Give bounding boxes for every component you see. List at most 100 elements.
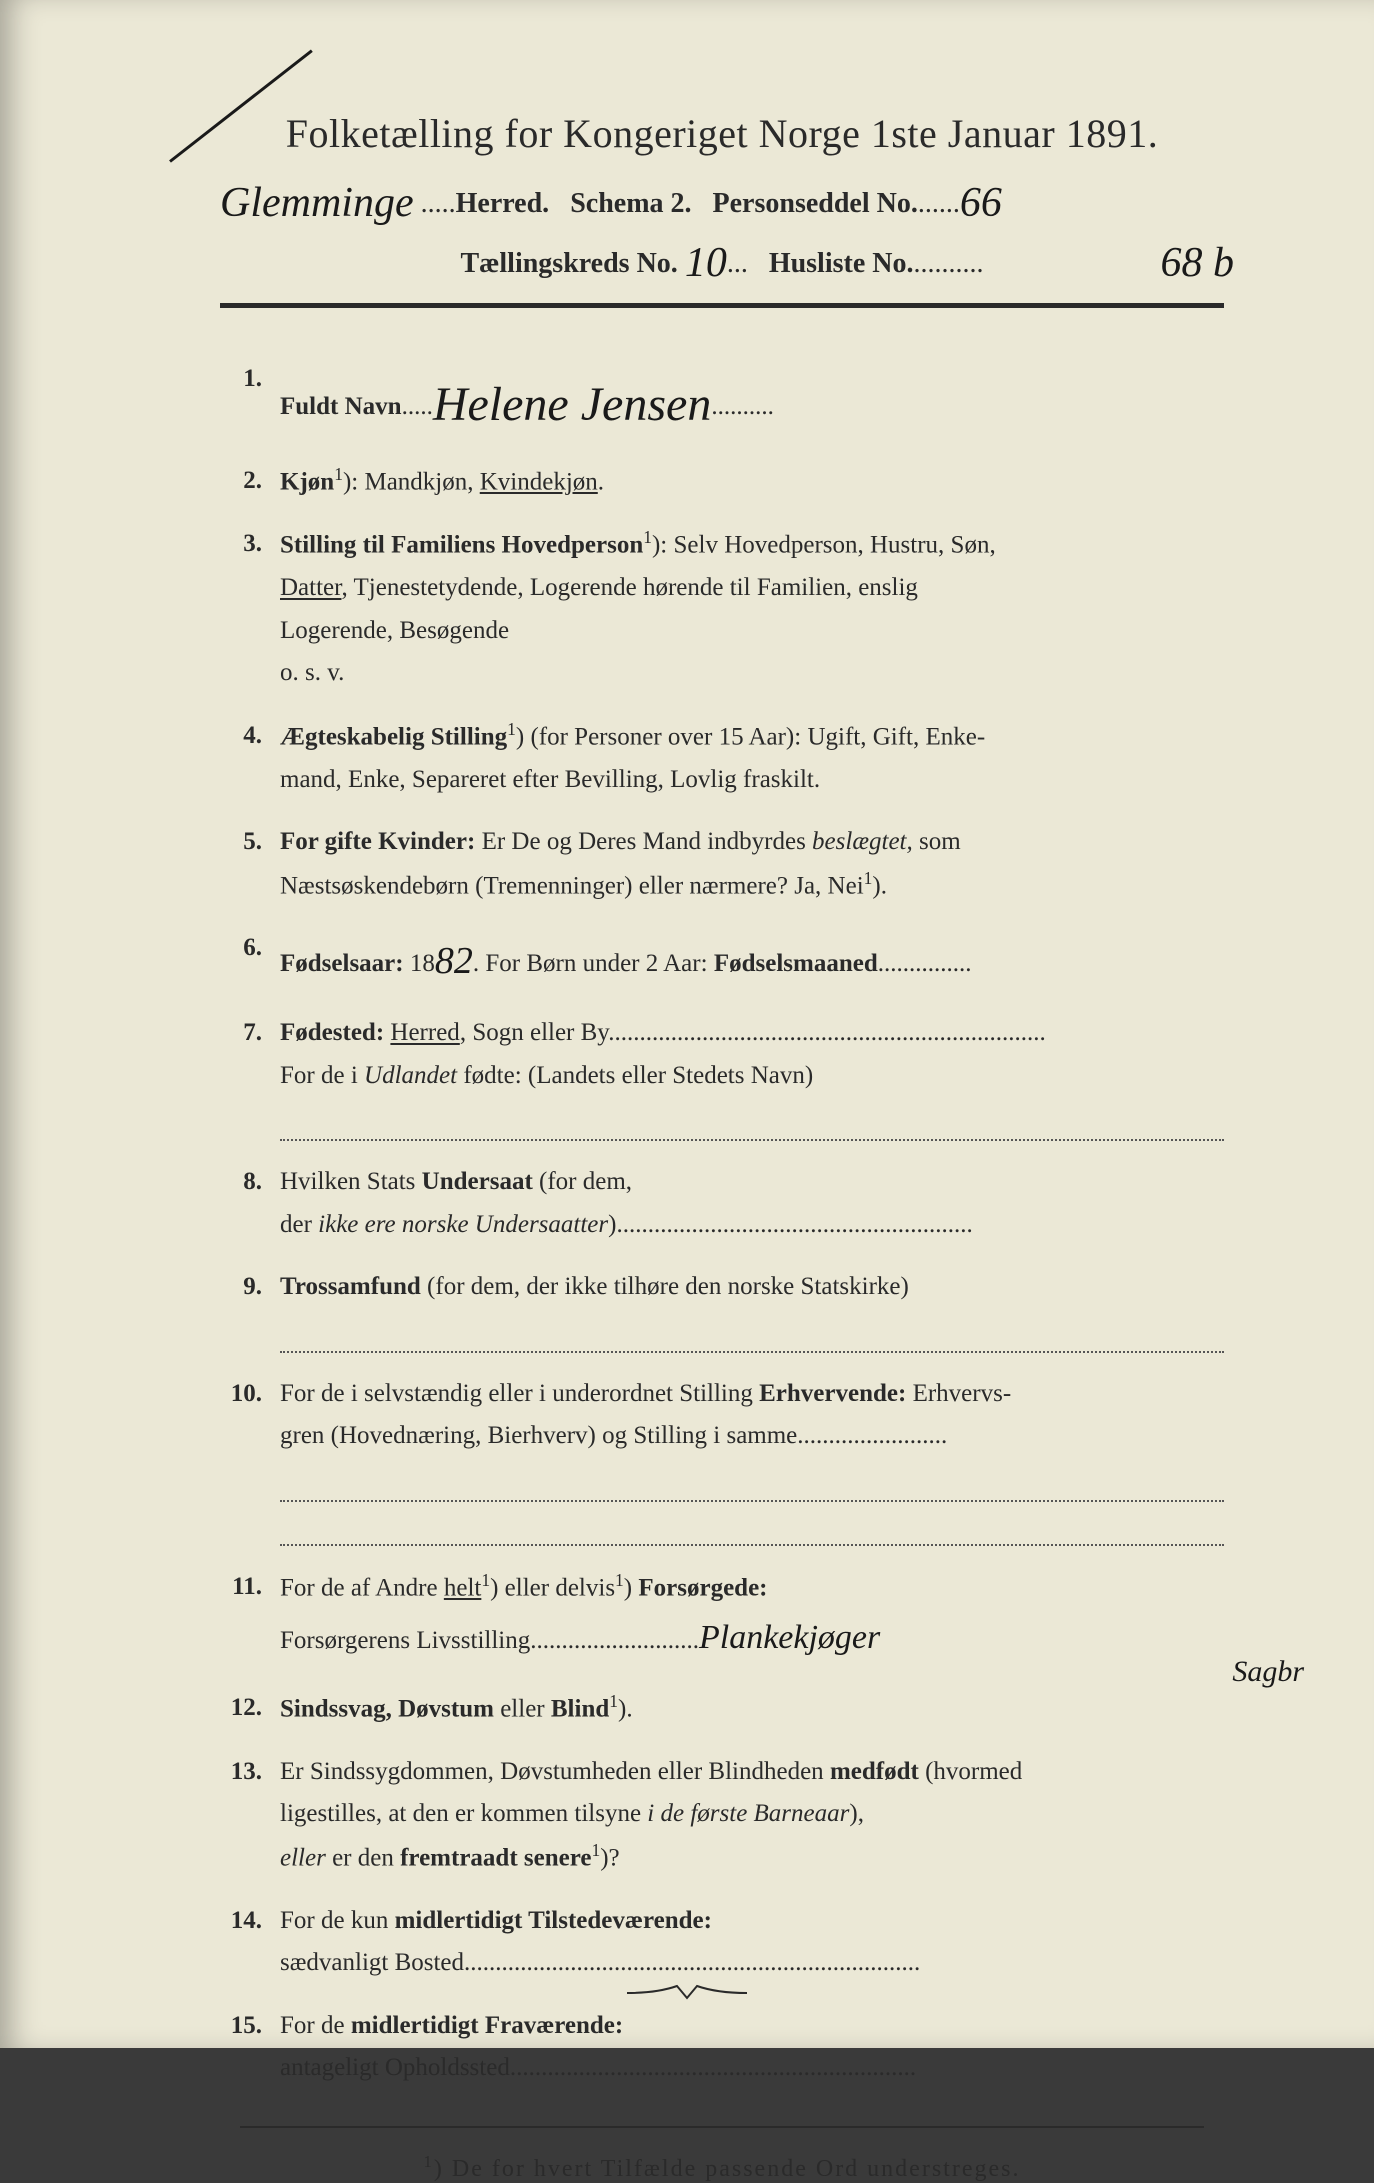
- text: (for dem,: [533, 1168, 632, 1195]
- item-4: 4. Ægteskabelig Stilling1) (for Personer…: [220, 715, 1224, 801]
- label: fremtraadt senere: [400, 1844, 591, 1871]
- husliste-label: Husliste No.: [769, 248, 914, 279]
- italic-text: ikke ere norske Undersaatter: [318, 1211, 608, 1238]
- item-content: Kjøn1): Mandkjøn, Kvindekjøn.: [280, 460, 1224, 504]
- item-number: 15.: [220, 2005, 280, 2090]
- herred-handwritten: Glemminge: [220, 179, 414, 227]
- text: gren (Hovednæring, Bierhverv) og Stillin…: [280, 1422, 797, 1449]
- item-content: For de af Andre helt1) eller delvis1) Fo…: [280, 1566, 1224, 1668]
- item-content: Fødselsaar: 1882. For Børn under 2 Aar: …: [280, 927, 1224, 992]
- item-content: Er Sindssygdommen, Døvstumheden eller Bl…: [280, 1751, 1224, 1880]
- label: midlertidigt Tilstedeværende:: [395, 1907, 712, 1934]
- item-2: 2. Kjøn1): Mandkjøn, Kvindekjøn.: [220, 460, 1224, 504]
- text: antageligt Opholdssted: [280, 2054, 510, 2081]
- text: mand, Enke, Separeret efter Bevilling, L…: [280, 766, 820, 793]
- text: ligestilles, at den er kommen tilsyne: [280, 1800, 647, 1827]
- item-15: 15. For de midlertidigt Fraværende: anta…: [220, 2005, 1224, 2090]
- item-content: Stilling til Familiens Hovedperson1): Se…: [280, 523, 1224, 694]
- item-number: 12.: [220, 1687, 280, 1731]
- census-form-page: Folketælling for Kongeriget Norge 1ste J…: [0, 0, 1374, 2048]
- footnote-ref: 1: [507, 719, 516, 739]
- italic-text: i de første Barneaar: [647, 1800, 849, 1827]
- text: fødte: (Landets eller Stedets Navn): [457, 1062, 813, 1089]
- label: Blind: [551, 1695, 609, 1722]
- header-line-1: Glemminge .....Herred. Schema 2. Persons…: [220, 175, 1224, 223]
- item-9: 9. Trossamfund (for dem, der ikke tilhør…: [220, 1266, 1224, 1353]
- item-content: Ægteskabelig Stilling1) (for Personer ov…: [280, 715, 1224, 801]
- underlined-option: Kvindekjøn: [480, 468, 598, 495]
- text: Er De og Deres Mand indbyrdes: [475, 828, 812, 855]
- item-7: 7. Fødested: Herred, Sogn eller By......…: [220, 1012, 1224, 1141]
- item-number: 2.: [220, 460, 280, 504]
- item-number: 3.: [220, 523, 280, 694]
- label: Fødselsmaaned: [714, 950, 878, 977]
- item-5: 5. For gifte Kvinder: Er De og Deres Man…: [220, 821, 1224, 907]
- header-divider: [220, 303, 1224, 308]
- item-number: 11.: [220, 1566, 280, 1668]
- item-content: For de midlertidigt Fraværende: antageli…: [280, 2005, 1224, 2090]
- year-prefix: 18: [404, 950, 435, 977]
- footnote-marker: 1: [424, 2152, 434, 2171]
- footnote-ref: 1: [481, 1570, 490, 1590]
- item-label: Stilling til Familiens Hovedperson: [280, 532, 643, 559]
- dotted-fill-line: [280, 1313, 1224, 1353]
- name-handwritten: Helene Jensen: [433, 364, 712, 446]
- text: ).: [872, 872, 887, 899]
- item-label: Fødselsaar:: [280, 950, 404, 977]
- underlined-option: Herred: [390, 1019, 459, 1046]
- item-content: For de kun midlertidigt Tilstedeværende:…: [280, 1900, 1224, 1985]
- item-content: For gifte Kvinder: Er De og Deres Mand i…: [280, 821, 1224, 907]
- item-11: 11. For de af Andre helt1) eller delvis1…: [220, 1566, 1224, 1668]
- text: er den: [326, 1844, 400, 1871]
- text: For de i selvstændig eller i underordnet…: [280, 1380, 759, 1407]
- text: ): [608, 1211, 616, 1238]
- item-content: Hvilken Stats Undersaat (for dem, der ik…: [280, 1161, 1224, 1246]
- text: . For Børn under 2 Aar:: [473, 950, 714, 977]
- personseddel-handwritten: 66: [960, 179, 1002, 227]
- text: sædvanligt Bosted: [280, 1949, 464, 1976]
- item-label: Fuldt Navn: [280, 393, 402, 420]
- text: ).: [618, 1695, 633, 1722]
- text: For de: [280, 2012, 351, 2039]
- italic-text: beslægtet,: [812, 828, 913, 855]
- underlined-option: Datter: [280, 574, 341, 601]
- item-12: 12. Sindssvag, Døvstum eller Blind1).: [220, 1687, 1224, 1731]
- herred-label: Herred.: [456, 188, 550, 219]
- text: o. s. v.: [280, 659, 344, 686]
- item-number: 5.: [220, 821, 280, 907]
- item-3: 3. Stilling til Familiens Hovedperson1):…: [220, 523, 1224, 694]
- text: For de af Andre: [280, 1574, 444, 1601]
- text: (for dem, der ikke tilhøre den norske St…: [421, 1273, 909, 1300]
- item-number: 9.: [220, 1266, 280, 1353]
- livsstilling-handwritten-2: Sagbr: [1232, 1646, 1304, 1697]
- text: Næstsøskendebørn (Tremenninger) eller næ…: [280, 872, 864, 899]
- text: For de kun: [280, 1907, 395, 1934]
- item-label: Ægteskabelig Stilling: [280, 723, 507, 750]
- footnote-text: ) De for hvert Tilfælde passende Ord und…: [434, 2156, 1021, 2182]
- footnote-ref: 1: [591, 1840, 600, 1860]
- text: Erhvervs-: [906, 1380, 1011, 1407]
- text: ): Selv Hovedperson, Hustru, Søn,: [652, 532, 996, 559]
- text: ) eller delvis: [490, 1574, 615, 1601]
- husliste-handwritten: 68 b: [1161, 239, 1235, 287]
- text: ),: [849, 1800, 864, 1827]
- item-14: 14. For de kun midlertidigt Tilstedevære…: [220, 1900, 1224, 1985]
- item-number: 13.: [220, 1751, 280, 1880]
- italic-text: Udlandet: [364, 1062, 457, 1089]
- kreds-label: Tællingskreds No.: [460, 248, 677, 279]
- item-13: 13. Er Sindssygdommen, Døvstumheden elle…: [220, 1751, 1224, 1880]
- item-number: 4.: [220, 715, 280, 801]
- item-label: Kjøn: [280, 468, 334, 495]
- dotted-fill-line: [280, 1101, 1224, 1141]
- text: ): [624, 1574, 639, 1601]
- text: .: [598, 468, 604, 495]
- text: )?: [600, 1844, 619, 1871]
- item-6: 6. Fødselsaar: 1882. For Børn under 2 Aa…: [220, 927, 1224, 992]
- text: Forsørgerens Livsstilling: [280, 1627, 530, 1654]
- label: Erhvervende:: [759, 1380, 906, 1407]
- item-8: 8. Hvilken Stats Undersaat (for dem, der…: [220, 1161, 1224, 1246]
- item-content: Sindssvag, Døvstum eller Blind1).: [280, 1687, 1224, 1731]
- text: ) (for Personer over 15 Aar): Ugift, Gif…: [516, 723, 985, 750]
- text: eller: [494, 1695, 551, 1722]
- header-line-2: Tællingskreds No. 10... Husliste No.....…: [220, 235, 1224, 283]
